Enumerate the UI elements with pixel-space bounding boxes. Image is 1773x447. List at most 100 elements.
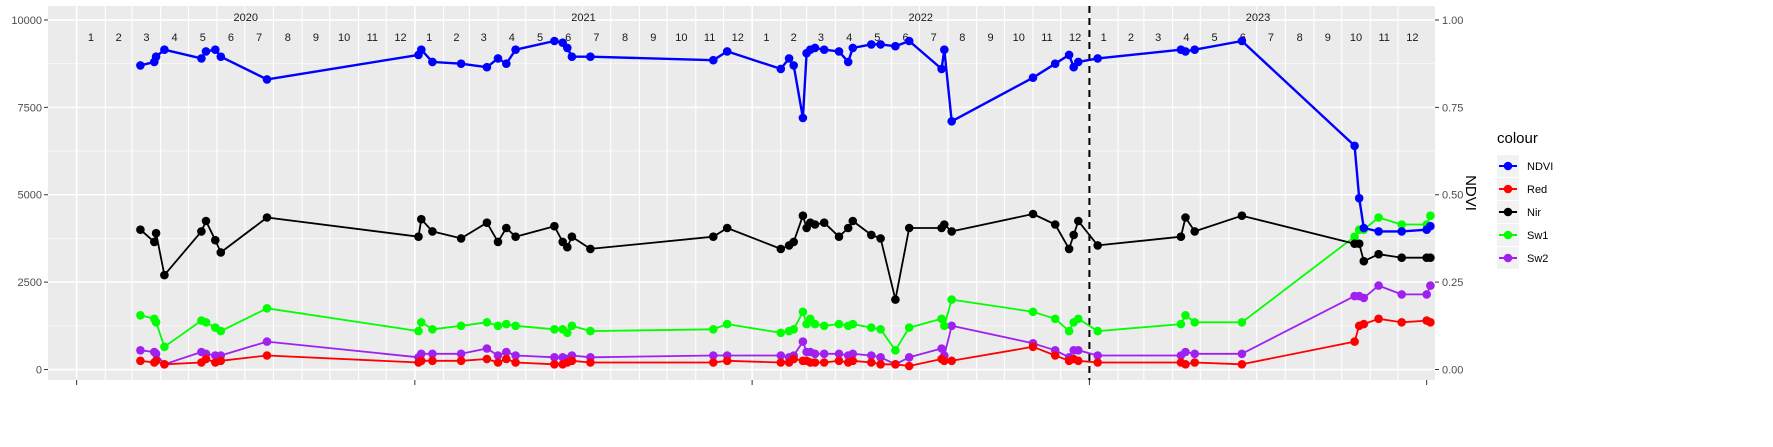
- data-point-sw1: [1237, 318, 1247, 327]
- data-point-nir: [216, 248, 226, 257]
- data-point-ndvi: [482, 62, 492, 72]
- legend-item-sw1: Sw1: [1497, 224, 1548, 246]
- data-point-red: [428, 356, 437, 366]
- data-point-sw1: [160, 342, 169, 352]
- data-point-red: [586, 358, 595, 367]
- data-point-sw1: [482, 318, 492, 327]
- data-point-nir: [262, 213, 272, 222]
- data-point-red: [262, 351, 272, 360]
- data-point-red: [456, 356, 466, 366]
- data-point-ndvi: [1074, 57, 1083, 67]
- month-label: 12: [732, 32, 744, 44]
- y2-tick-label: 0.25: [1442, 277, 1463, 289]
- month-label: 3: [481, 32, 487, 44]
- month-label: 11: [367, 32, 378, 44]
- month-label: 4: [846, 32, 852, 44]
- data-point-ndvi: [136, 61, 145, 70]
- data-point-nir: [428, 227, 437, 236]
- data-point-sw2: [947, 321, 956, 331]
- data-point-sw1: [1176, 319, 1186, 329]
- legend: colour NDVI Red Nir Sw1 Sw2: [1497, 130, 1553, 269]
- data-point-ndvi: [197, 54, 206, 63]
- legend-key-point: [1503, 253, 1513, 263]
- month-label: 5: [874, 32, 880, 44]
- month-label: 7: [1268, 32, 1274, 44]
- data-point-ndvi: [1426, 221, 1435, 231]
- data-point-red: [904, 361, 914, 371]
- month-label: 2: [453, 32, 459, 44]
- data-point-nir: [1397, 253, 1406, 262]
- data-point-sw1: [776, 328, 786, 338]
- data-point-ndvi: [834, 47, 844, 56]
- grid-lines: [48, 6, 1435, 380]
- y-tick-label: 5000: [18, 190, 42, 202]
- data-point-sw2: [1237, 349, 1247, 359]
- data-point-sw2: [904, 353, 914, 362]
- data-point-sw2: [709, 351, 718, 360]
- legend-title: colour: [1497, 130, 1538, 147]
- data-point-ndvi: [563, 43, 572, 53]
- data-point-nir: [810, 220, 820, 229]
- data-point-sw1: [502, 319, 511, 329]
- month-label: 10: [338, 32, 350, 44]
- data-point-sw1: [1374, 213, 1383, 222]
- data-point-red: [1359, 319, 1369, 329]
- data-point-sw1: [550, 325, 559, 334]
- data-point-nir: [1359, 256, 1369, 266]
- month-label: 7: [593, 32, 599, 44]
- data-point-red: [417, 356, 426, 366]
- data-point-sw1: [417, 318, 426, 327]
- data-point-ndvi: [947, 117, 956, 126]
- year-label: 2022: [909, 12, 933, 24]
- data-point-nir: [834, 232, 844, 241]
- legend-key-point: [1503, 161, 1513, 171]
- data-point-sw1: [848, 319, 858, 329]
- data-point-sw1: [456, 321, 466, 331]
- data-point-nir: [197, 227, 206, 236]
- data-point-red: [1028, 342, 1038, 352]
- data-point-sw2: [493, 351, 503, 360]
- data-point-red: [136, 356, 145, 366]
- data-point-ndvi: [876, 40, 885, 49]
- data-point-red: [810, 358, 820, 367]
- data-point-ndvi: [417, 45, 426, 54]
- data-point-ndvi: [456, 59, 466, 68]
- data-point-red: [493, 358, 503, 367]
- data-point-red: [482, 354, 492, 364]
- data-point-nir: [1069, 230, 1078, 240]
- year-label: 2020: [234, 12, 258, 24]
- data-point-ndvi: [1093, 54, 1102, 63]
- y-tick-label: 0: [36, 365, 42, 377]
- data-point-red: [867, 358, 876, 367]
- data-point-ndvi: [904, 36, 914, 46]
- data-point-nir: [456, 234, 466, 243]
- data-point-sw1: [876, 325, 885, 334]
- data-point-sw1: [1426, 211, 1435, 220]
- data-point-red: [1350, 337, 1359, 346]
- month-label: 7: [256, 32, 262, 44]
- data-point-nir: [904, 223, 914, 233]
- legend-key-point: [1503, 230, 1513, 240]
- data-point-ndvi: [843, 57, 853, 67]
- data-point-sw1: [262, 304, 272, 313]
- data-point-sw1: [586, 326, 595, 336]
- data-point-sw1: [1050, 314, 1060, 324]
- data-point-sw1: [867, 323, 876, 332]
- legend-item-red: Red: [1497, 178, 1547, 200]
- data-point-nir: [1064, 244, 1074, 254]
- data-point-sw1: [511, 321, 520, 331]
- month-label: 1: [426, 32, 432, 44]
- data-point-sw1: [819, 321, 829, 331]
- data-point-red: [216, 356, 226, 366]
- data-point-sw2: [776, 351, 786, 360]
- data-point-red: [876, 360, 885, 369]
- legend-label: Nir: [1527, 207, 1541, 219]
- legend-label: NDVI: [1527, 161, 1553, 173]
- series-ndvi: [136, 36, 1435, 236]
- data-point-nir: [891, 295, 900, 304]
- data-point-red: [567, 356, 577, 366]
- legend-label: Sw2: [1527, 253, 1548, 265]
- data-point-sw2: [848, 349, 858, 359]
- data-point-sw2: [937, 344, 946, 353]
- data-point-ndvi: [211, 45, 220, 54]
